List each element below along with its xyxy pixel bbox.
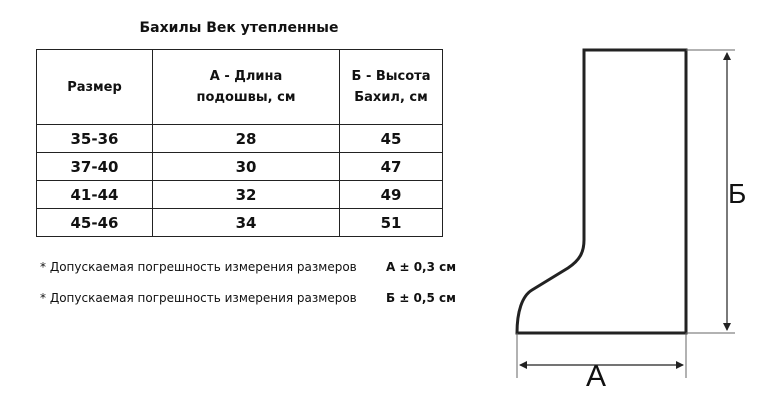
tolerance-note-b: * Допускаемая погрешность измерения разм…: [40, 291, 456, 305]
boot-outline: [515, 48, 688, 335]
table-row: 41-44 32 49: [36, 180, 443, 209]
cell-height: 51: [339, 208, 443, 237]
cell-length: 28: [152, 124, 340, 153]
header-height: Б - Высота Бахил, см: [339, 49, 443, 125]
cell-height: 49: [339, 180, 443, 209]
size-table: Размер А - Длина подошвы, см Б - Высота …: [36, 49, 443, 237]
cell-size: 45-46: [36, 208, 153, 237]
note-value: А ± 0,3 см: [386, 260, 457, 274]
header-size: Размер: [36, 49, 153, 125]
cell-size: 37-40: [36, 152, 153, 181]
page-title: Бахилы Век утепленные: [139, 20, 339, 36]
table-row: 35-36 28 45: [36, 124, 443, 153]
dimension-lines: [516, 49, 735, 378]
cell-length: 32: [152, 180, 340, 209]
note-text: * Допускаемая погрешность измерения разм…: [40, 291, 357, 305]
tolerance-note-a: * Допускаемая погрешность измерения разм…: [40, 260, 456, 274]
table-row: 37-40 30 47: [36, 152, 443, 181]
note-value: Б ± 0,5 см: [386, 291, 456, 305]
dimension-label-b: Б: [728, 178, 747, 209]
cell-height: 45: [339, 124, 443, 153]
table-header-row: Размер А - Длина подошвы, см Б - Высота …: [36, 49, 443, 125]
header-sole-length: А - Длина подошвы, см: [152, 49, 340, 125]
note-text: * Допускаемая погрешность измерения разм…: [40, 260, 357, 274]
dimension-label-a: А: [586, 360, 607, 393]
table-row: 45-46 34 51: [36, 208, 443, 237]
cell-size: 35-36: [36, 124, 153, 153]
